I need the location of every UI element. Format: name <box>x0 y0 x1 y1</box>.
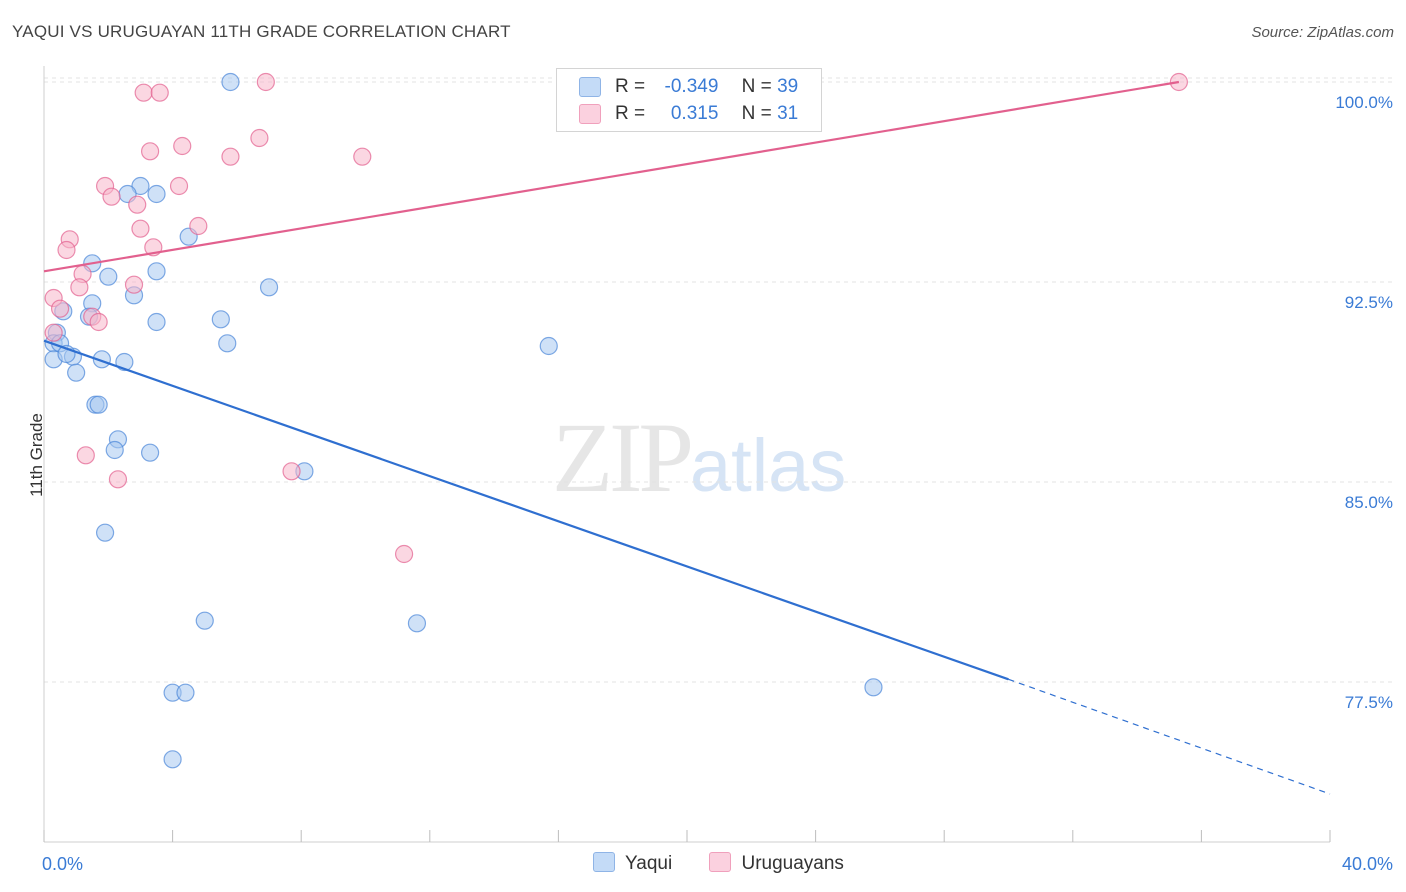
point-uruguayans <box>102 187 121 206</box>
x-tick-label: 0.0% <box>42 854 83 874</box>
point-yaqui <box>195 611 214 630</box>
series-legend-label-uruguayans: Uruguayans <box>741 853 844 874</box>
point-yaqui <box>140 443 160 462</box>
point-uruguayans <box>89 312 108 332</box>
point-uruguayans <box>50 299 70 318</box>
legend-n-value: 31 <box>777 103 799 124</box>
point-uruguayans <box>353 147 372 166</box>
watermark-zip: ZIP <box>552 402 694 513</box>
point-uruguayans <box>44 323 63 342</box>
point-yaqui <box>105 440 124 460</box>
point-yaqui <box>163 750 182 769</box>
point-uruguayans <box>189 216 208 236</box>
point-uruguayans <box>250 128 269 148</box>
point-yaqui <box>407 614 427 633</box>
point-yaqui <box>218 334 237 353</box>
point-yaqui <box>95 523 115 542</box>
legend-row-uruguayans: R = 0.315 N = 31 <box>579 103 798 125</box>
watermark-atlas: atlas <box>690 424 847 507</box>
point-uruguayans <box>282 462 301 481</box>
y-tick-label: 85.0% <box>1345 493 1393 512</box>
legend-r-value: -0.349 <box>664 76 719 97</box>
point-uruguayans <box>256 72 275 92</box>
legend-row-yaqui: R = -0.349 N = 39 <box>579 76 798 98</box>
legend-r-value: 0.315 <box>670 103 719 124</box>
point-uruguayans <box>131 219 150 238</box>
point-uruguayans <box>169 176 189 196</box>
point-yaqui <box>539 336 558 356</box>
legend-n-label: N = <box>741 103 772 124</box>
trendline-extension-yaqui <box>1008 678 1331 795</box>
legend-n-label: N = <box>741 76 772 97</box>
point-uruguayans <box>173 136 192 156</box>
point-yaqui <box>67 363 86 382</box>
chart-title: YAQUI VS URUGUAYAN 11TH GRADE CORRELATIO… <box>12 22 511 41</box>
legend-swatch-yaqui <box>579 76 601 97</box>
point-yaqui <box>221 72 240 92</box>
source-label: Source: ZipAtlas.com <box>1251 24 1394 41</box>
point-yaqui <box>176 683 195 702</box>
point-uruguayans <box>134 83 153 102</box>
point-yaqui <box>211 310 230 329</box>
series-legend-swatch-uruguayans <box>709 852 732 872</box>
series-legend: Yaqui Uruguayans <box>593 852 876 875</box>
series-legend-swatch-yaqui <box>593 852 615 872</box>
legend-n-value: 39 <box>777 76 799 97</box>
series-legend-label-yaqui: Yaqui <box>625 853 673 874</box>
legend-r-label: R = <box>615 76 646 97</box>
series-legend-uruguayans: Uruguayans <box>709 852 844 875</box>
point-yaqui <box>147 184 166 204</box>
watermark: ZIPatlas <box>552 400 846 515</box>
point-uruguayans <box>124 275 144 294</box>
y-tick-label: 100.0% <box>1335 93 1393 112</box>
point-uruguayans <box>70 278 89 297</box>
legend-r-label: R = <box>615 103 646 124</box>
correlation-legend: R = -0.349 N = 39 R = 0.315 N = 31 <box>556 68 822 132</box>
x-tick-label: 40.0% <box>1342 854 1393 874</box>
point-uruguayans <box>57 240 76 260</box>
point-yaqui <box>89 395 108 414</box>
point-yaqui <box>99 267 118 286</box>
y-tick-label: 77.5% <box>1345 693 1393 712</box>
point-yaqui <box>864 678 883 697</box>
point-uruguayans <box>221 147 240 166</box>
point-uruguayans <box>394 544 414 564</box>
point-yaqui <box>147 262 166 281</box>
point-uruguayans <box>140 142 160 161</box>
legend-swatch-uruguayans <box>579 103 601 124</box>
point-uruguayans <box>150 83 169 102</box>
point-uruguayans <box>108 470 128 489</box>
trendline-uruguayans <box>43 80 1180 273</box>
series-legend-yaqui: Yaqui <box>593 852 672 875</box>
point-yaqui <box>259 278 279 297</box>
point-uruguayans <box>128 195 147 214</box>
trendline-yaqui <box>43 339 1009 681</box>
point-uruguayans <box>76 446 95 465</box>
point-yaqui <box>131 176 150 196</box>
y-tick-label: 92.5% <box>1345 293 1393 312</box>
point-yaqui <box>147 312 166 332</box>
